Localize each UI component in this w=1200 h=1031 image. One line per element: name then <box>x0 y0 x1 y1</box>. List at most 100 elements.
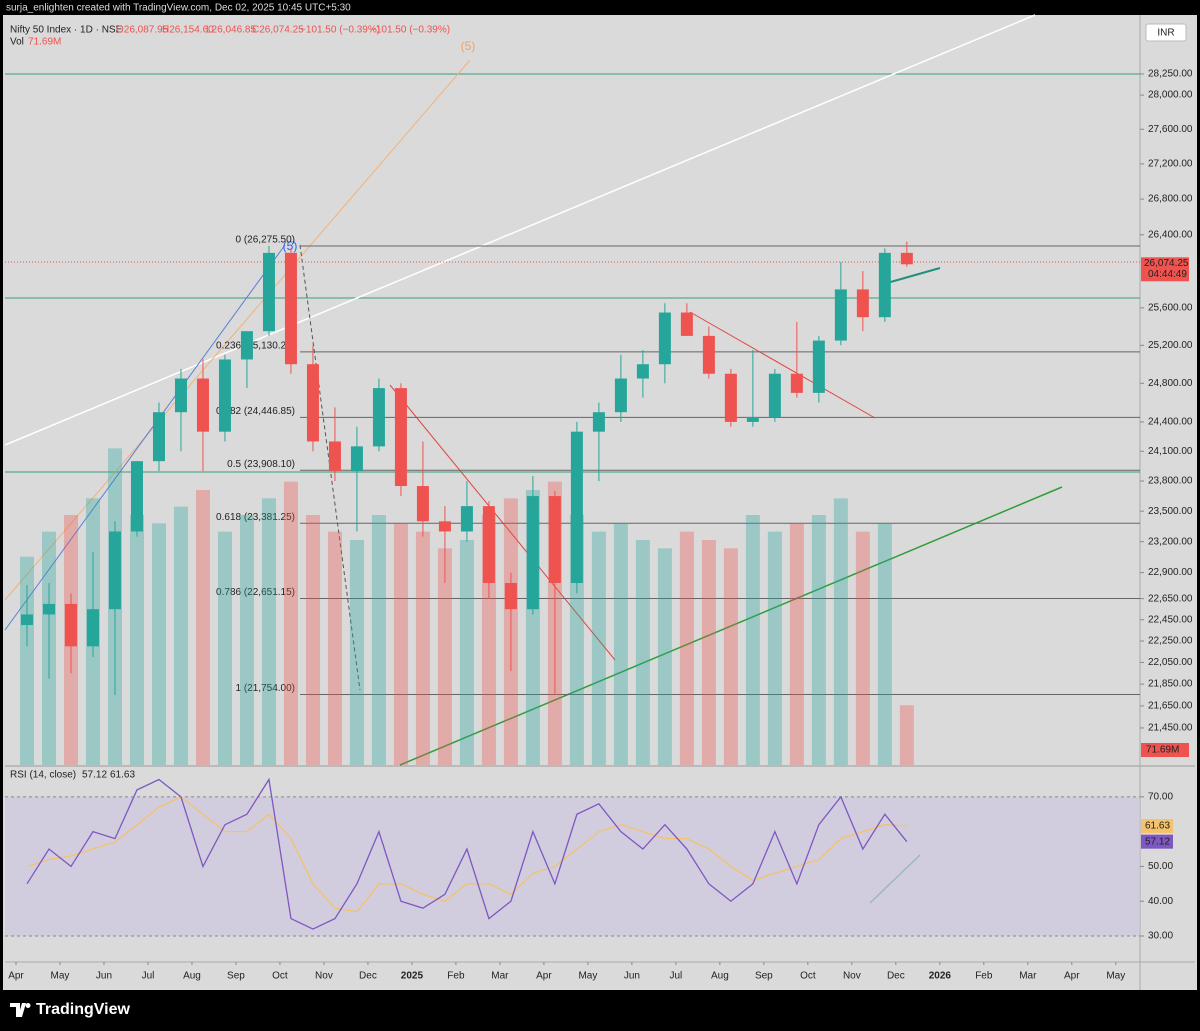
rsi-box-label: 57.12 <box>1145 836 1170 847</box>
candle-body <box>680 312 693 336</box>
y-tick-label: 21,850.00 <box>1148 679 1193 690</box>
brand: TradingView <box>36 1001 131 1018</box>
volume-bar <box>283 481 298 765</box>
last-price-box <box>1141 257 1189 282</box>
brand-logo <box>10 1003 31 1017</box>
candle-body <box>856 289 869 318</box>
legend-volume-title: Vol <box>10 37 24 48</box>
candle-body <box>64 603 77 647</box>
fib-label: 0 (26,275.50) <box>236 235 296 246</box>
candle-body <box>372 388 385 447</box>
y-tick-label: 21,450.00 <box>1148 723 1193 734</box>
fib-label: 0.236 (25,130.25) <box>216 341 295 352</box>
rsi-ma-line <box>26 796 907 913</box>
volume-bar <box>129 515 144 765</box>
candle-body <box>438 521 451 532</box>
y-tick-label: 27,200.00 <box>1148 159 1193 170</box>
x-tick-label: Dec <box>359 971 377 982</box>
volume-bar <box>679 531 694 765</box>
rsi-tick-label: 70.00 <box>1148 792 1173 803</box>
candle-body <box>790 373 803 393</box>
volume-bar <box>767 531 782 765</box>
volume-bar <box>745 515 760 765</box>
candle-body <box>108 531 121 610</box>
rsi-value: 57.12 <box>82 770 107 781</box>
volume-bar <box>635 540 650 765</box>
y-tick-label: 28,000.00 <box>1148 90 1193 101</box>
candle-body <box>614 378 627 413</box>
x-tick-label: Aug <box>711 971 729 982</box>
legend-change: −101.50 (−0.39%) <box>370 25 450 36</box>
legend-title: Nifty 50 Index · 1D · NSE <box>10 25 123 36</box>
candle-body <box>306 364 319 442</box>
trend-line <box>4 59 471 601</box>
fib-label: 0.618 (23,381.25) <box>216 512 295 523</box>
candle-body <box>768 373 781 418</box>
candle-body <box>834 289 847 341</box>
x-tick-label: Apr <box>1064 971 1080 982</box>
volume-bar <box>371 515 386 765</box>
candle-body <box>570 431 583 583</box>
candle-body <box>262 252 275 332</box>
candle-body <box>878 252 891 318</box>
legend-high: H26,154.60 <box>162 25 214 36</box>
x-tick-label: 2026 <box>929 971 952 982</box>
volume-bar <box>217 531 232 765</box>
y-tick-label: 24,100.00 <box>1148 446 1193 457</box>
candle-body <box>42 603 55 615</box>
x-tick-label: Jul <box>669 971 682 982</box>
rsi-line <box>26 777 908 930</box>
rsi-ma-box-label: 61.63 <box>1145 821 1170 832</box>
x-tick-label: Oct <box>800 971 816 982</box>
candle-body <box>592 412 605 432</box>
currency-button[interactable] <box>1145 23 1187 42</box>
volume-bar <box>591 531 606 765</box>
candle-body <box>548 496 561 583</box>
candle-body <box>130 461 143 532</box>
volume-bar <box>723 548 738 765</box>
volume-bar <box>349 540 364 765</box>
y-tick-label: 23,800.00 <box>1148 476 1193 487</box>
volume-bar <box>855 531 870 765</box>
y-tick-label: 24,400.00 <box>1148 417 1193 428</box>
volume-box <box>1141 743 1189 757</box>
candle-body <box>20 614 33 626</box>
candle-body <box>812 340 825 393</box>
trend-line <box>4 244 286 631</box>
volume-bar <box>19 556 34 765</box>
fib-label: 0.5 (23,908.10) <box>227 459 295 470</box>
currency[interactable]: INR <box>1157 28 1174 39</box>
rsi-tick-label: 50.00 <box>1148 861 1173 872</box>
candle-body <box>900 252 913 265</box>
volume-bar <box>701 540 716 765</box>
y-tick-label: 25,200.00 <box>1148 340 1193 351</box>
volume-bar <box>151 523 166 765</box>
x-tick-label: Sep <box>755 971 773 982</box>
volume-bar <box>437 548 452 765</box>
y-tick-label: 27,600.00 <box>1148 124 1193 135</box>
y-tick-label: 26,800.00 <box>1148 194 1193 205</box>
rsi-tick-label: 40.00 <box>1148 896 1173 907</box>
y-tick-label: 22,900.00 <box>1148 567 1193 578</box>
volume-bar <box>877 523 892 765</box>
x-tick-label: Nov <box>843 971 861 982</box>
fib-label: 0.786 (22,651.15) <box>216 587 295 598</box>
x-tick-label: May <box>1106 971 1125 982</box>
x-tick-label: Feb <box>975 971 993 982</box>
trend-line <box>689 311 876 419</box>
candle-body <box>460 506 473 532</box>
candle-body <box>86 609 99 647</box>
legend-open: O26,087.95 <box>116 25 169 36</box>
y-tick-label: 26,400.00 <box>1148 229 1193 240</box>
candle-body <box>218 359 231 432</box>
volume-bar <box>261 498 276 765</box>
y-tick-label: 21,650.00 <box>1148 701 1193 712</box>
candle-body <box>416 486 429 522</box>
volume-bar <box>613 523 628 765</box>
volume-bar <box>789 523 804 765</box>
x-tick-label: Oct <box>272 971 288 982</box>
candle-body <box>152 412 165 462</box>
rsi-title: RSI (14, close) <box>10 770 76 781</box>
volume-bar <box>415 531 430 765</box>
